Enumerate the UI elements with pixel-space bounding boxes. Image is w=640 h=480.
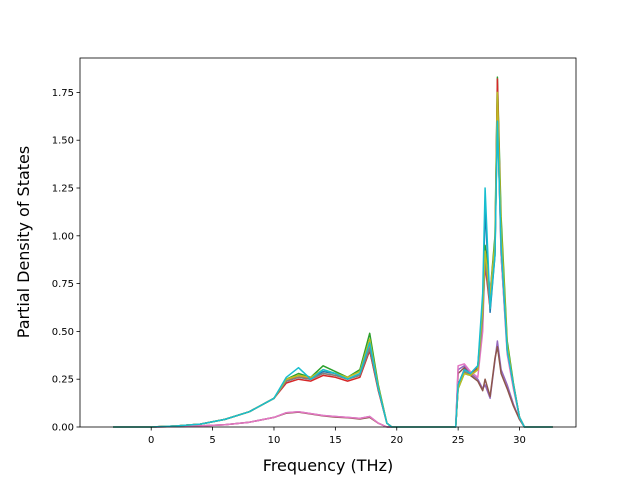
x-tick-label: 5 [209, 435, 215, 446]
series-layer [113, 76, 553, 428]
y-tick-label: 0.50 [52, 327, 74, 338]
x-axis-ticks: 0 5 10 15 20 25 30 [148, 427, 526, 446]
x-tick-label: 15 [329, 435, 342, 446]
x-tick-label: 30 [513, 435, 526, 446]
x-tick-label: 20 [390, 435, 403, 446]
series-line-6 [113, 345, 553, 428]
y-tick-label: 1.75 [52, 88, 74, 99]
x-tick-label: 25 [452, 435, 465, 446]
y-tick-label: 1.50 [52, 136, 74, 147]
x-axis-label: Frequency (THz) [263, 456, 393, 475]
x-tick-label: 10 [268, 435, 281, 446]
y-tick-label: 1.25 [52, 184, 74, 195]
y-tick-label: 0.25 [52, 375, 74, 386]
y-tick-label: 0.00 [52, 423, 74, 434]
plot-frame [79, 57, 577, 428]
y-axis-ticks: 0.00 0.25 0.50 0.75 1.00 1.25 1.50 1.75 [52, 88, 80, 434]
y-tick-label: 0.75 [52, 279, 74, 290]
y-tick-label: 1.00 [52, 231, 74, 242]
x-tick-label: 0 [148, 435, 154, 446]
y-axis-label: Partial Density of States [14, 146, 33, 338]
series-line-10 [113, 120, 553, 428]
